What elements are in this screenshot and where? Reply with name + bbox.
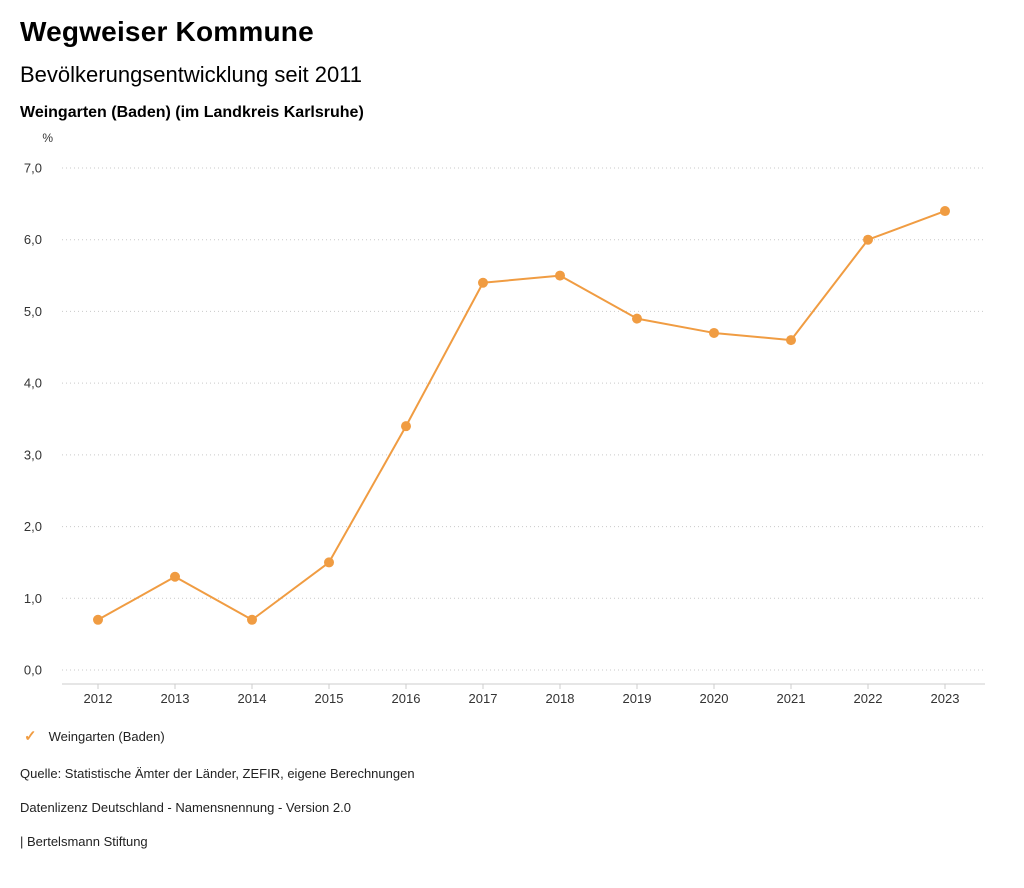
y-tick-label: 7,0	[24, 161, 42, 176]
y-tick-label: 1,0	[24, 591, 42, 606]
data-point[interactable]	[940, 206, 950, 217]
x-tick-label: 2021	[777, 691, 806, 706]
x-tick-label: 2018	[546, 691, 575, 706]
y-tick-label: 4,0	[24, 376, 42, 391]
data-point[interactable]	[863, 234, 873, 245]
chart-title: Bevölkerungsentwicklung seit 2011	[20, 62, 363, 87]
data-point[interactable]	[478, 277, 488, 288]
x-tick-label: 2022	[854, 691, 883, 706]
line-chart: % 0,0 1,0 2,0 3,0 4,0 5,0 6,0 7,0 2012 2013 2014 201…	[24, 131, 985, 706]
chart-area: % 0,0 1,0 2,0 3,0 4,0 5,0 6,0 7,0 2012 2013 2014 201…	[0, 124, 1024, 716]
data-point[interactable]	[93, 614, 103, 625]
app-title: Wegweiser Kommune	[20, 16, 314, 47]
x-tick-label: 2020	[700, 691, 729, 706]
x-tick-label: 2012	[84, 691, 113, 706]
legend-label: Weingarten (Baden)	[48, 728, 165, 744]
footer: Quelle: Statistische Ämter der Länder, Z…	[0, 746, 1024, 849]
data-point[interactable]	[555, 270, 565, 281]
license-text: Datenlizenz Deutschland - Namensnennung …	[20, 800, 351, 815]
attribution-text: | Bertelsmann Stiftung	[20, 834, 148, 849]
series-line	[97, 210, 946, 621]
x-tick-label: 2023	[931, 691, 960, 706]
x-tick-label: 2019	[623, 691, 652, 706]
x-tick-label: 2016	[392, 691, 421, 706]
y-tick-label: 3,0	[24, 447, 42, 462]
data-point[interactable]	[786, 335, 796, 346]
x-tick-label: 2015	[315, 691, 344, 706]
y-tick-label: 0,0	[24, 663, 42, 678]
data-point[interactable]	[401, 421, 411, 432]
legend: ✓ Weingarten (Baden)	[0, 726, 1024, 746]
y-axis-unit-label: %	[42, 131, 53, 145]
data-point[interactable]	[170, 571, 180, 582]
data-point[interactable]	[632, 313, 642, 324]
chart-header: Wegweiser Kommune Bevölkerungsentwicklun…	[0, 0, 1024, 122]
y-tick-label: 2,0	[24, 519, 42, 534]
data-point[interactable]	[709, 327, 719, 338]
x-tick-label: 2017	[469, 691, 498, 706]
x-tick-label: 2014	[238, 691, 267, 706]
y-tick-label: 6,0	[24, 232, 42, 247]
source-text: Quelle: Statistische Ämter der Länder, Z…	[20, 766, 415, 781]
x-tick-label: 2013	[161, 691, 190, 706]
y-tick-label: 5,0	[24, 304, 42, 319]
data-point[interactable]	[247, 614, 257, 625]
data-point[interactable]	[324, 557, 334, 568]
check-icon: ✓	[24, 727, 37, 745]
region-title: Weingarten (Baden) (im Landkreis Karlsru…	[20, 104, 364, 121]
